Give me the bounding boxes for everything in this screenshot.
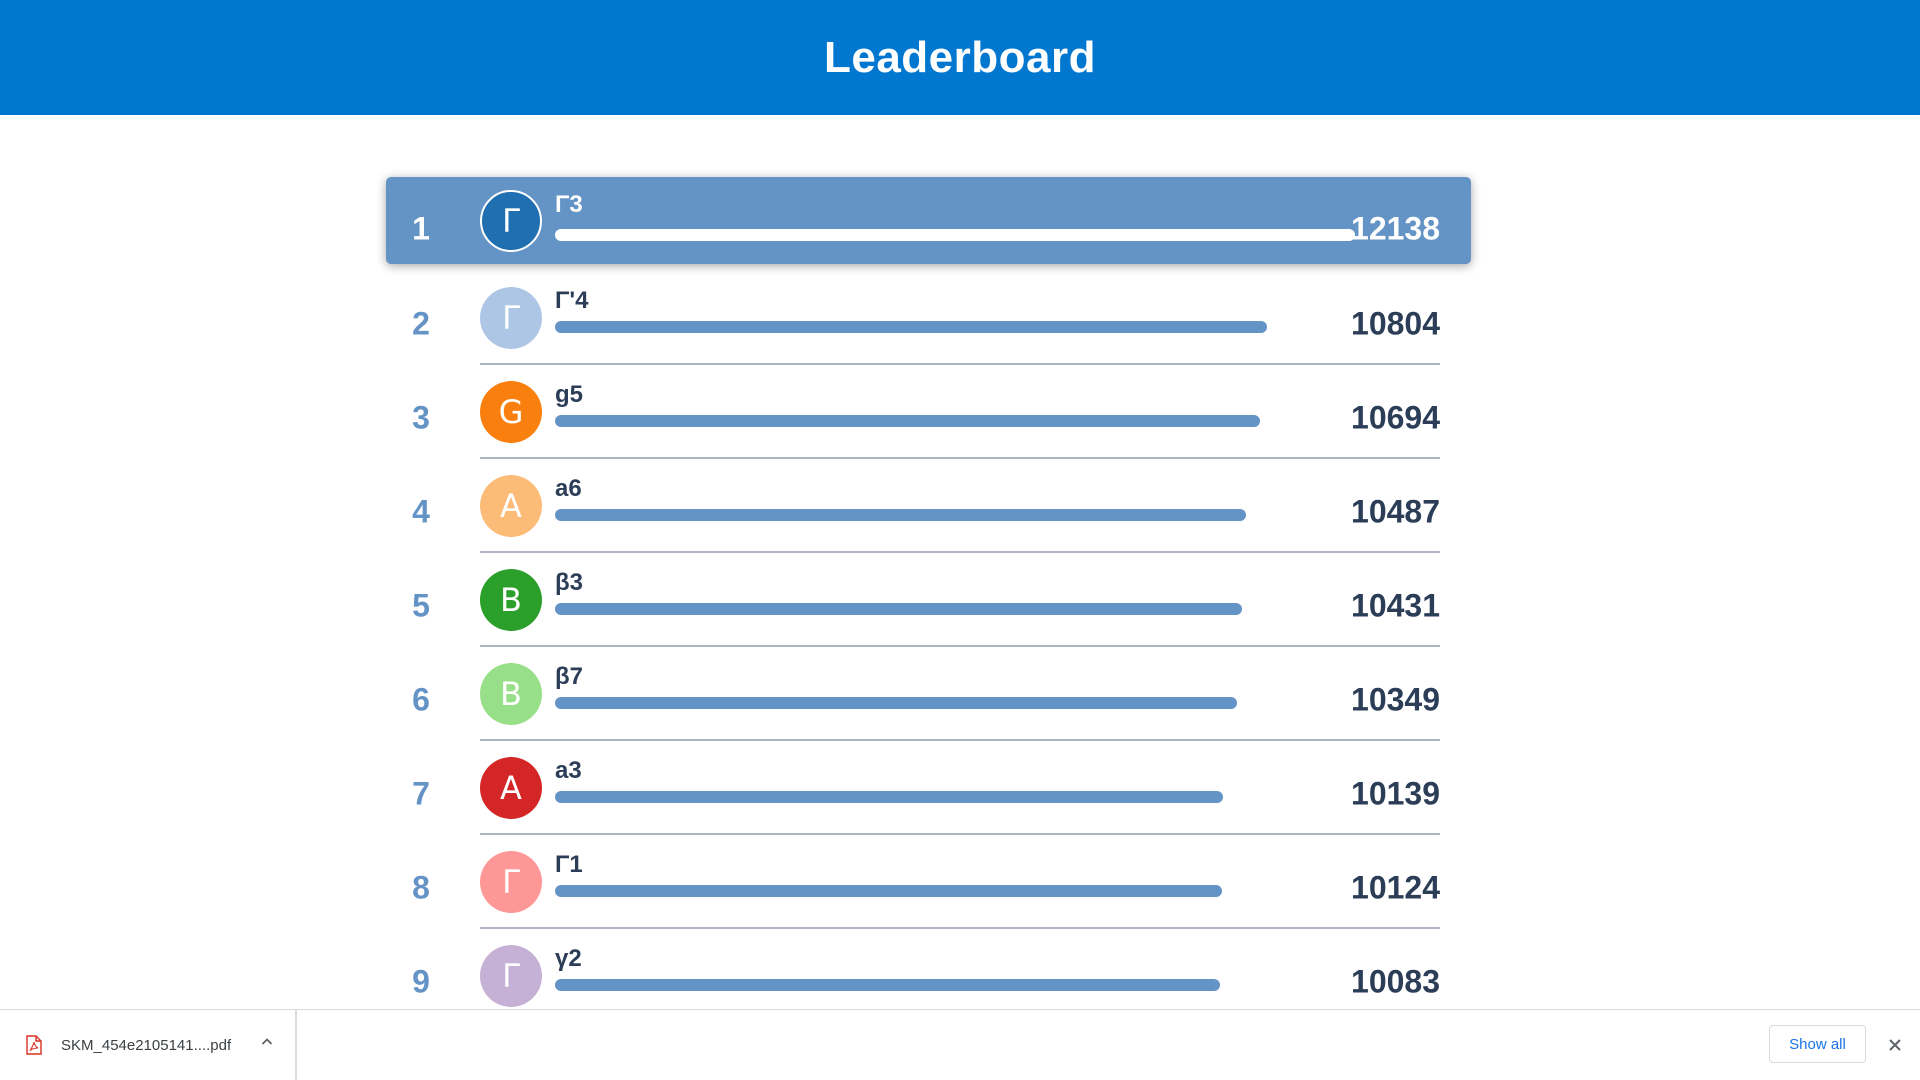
page-title: Leaderboard xyxy=(823,32,1096,82)
score-bar xyxy=(555,509,1247,521)
score-bar-track xyxy=(555,321,1355,333)
player-name: a6 xyxy=(555,475,582,502)
player-score: 10124 xyxy=(1351,869,1440,906)
score-bar xyxy=(555,415,1260,427)
row-divider xyxy=(480,457,1440,459)
player-name: Γ3 xyxy=(555,191,583,218)
player-name: a3 xyxy=(555,757,582,784)
rank-number: 3 xyxy=(412,399,430,436)
page-header: Leaderboard xyxy=(0,0,1920,115)
score-bar-track xyxy=(555,979,1355,991)
score-bar-track xyxy=(555,697,1355,709)
show-all-button[interactable]: Show all xyxy=(1769,1025,1866,1063)
row-divider xyxy=(480,739,1440,741)
player-name: γ2 xyxy=(555,945,582,972)
row-divider xyxy=(480,551,1440,553)
avatar: Γ xyxy=(480,287,542,349)
score-bar xyxy=(555,321,1267,333)
pdf-file-icon xyxy=(26,1035,42,1055)
row-divider xyxy=(480,833,1440,835)
player-score: 10804 xyxy=(1351,305,1440,342)
score-bar xyxy=(555,791,1223,803)
score-bar-track xyxy=(555,791,1355,803)
rank-number: 5 xyxy=(412,587,430,624)
player-score: 10139 xyxy=(1351,775,1440,812)
row-divider xyxy=(480,363,1440,365)
avatar: A xyxy=(480,475,542,537)
player-score: 10487 xyxy=(1351,493,1440,530)
player-score: 10083 xyxy=(1351,963,1440,1000)
leaderboard-row: 8 Γ Γ1 10124 xyxy=(386,835,1471,929)
player-name: Γ'4 xyxy=(555,287,589,314)
score-bar xyxy=(555,229,1355,241)
score-bar xyxy=(555,697,1238,709)
rank-number: 6 xyxy=(412,681,430,718)
avatar: Γ xyxy=(480,945,542,1007)
rank-number: 7 xyxy=(412,775,430,812)
rank-number: 4 xyxy=(412,493,430,530)
score-bar xyxy=(555,979,1220,991)
avatar: Γ xyxy=(480,189,542,252)
score-bar-track xyxy=(555,509,1355,521)
avatar: G xyxy=(480,381,542,443)
score-bar-track xyxy=(555,885,1355,897)
score-bar xyxy=(555,603,1243,615)
player-score: 10431 xyxy=(1351,587,1440,624)
row-divider xyxy=(480,927,1440,929)
player-name: g5 xyxy=(555,381,584,408)
avatar: A xyxy=(480,757,542,819)
score-bar-track xyxy=(555,229,1355,241)
download-bar: SKM_454e2105141....pdf Show all xyxy=(0,1009,1920,1080)
rank-number: 9 xyxy=(412,963,430,1000)
player-name: Γ1 xyxy=(555,851,583,878)
avatar: Γ xyxy=(480,851,542,913)
player-name: β3 xyxy=(555,569,583,596)
row-divider xyxy=(480,645,1440,647)
player-score: 12138 xyxy=(1351,210,1440,246)
rank-number: 1 xyxy=(412,210,430,246)
player-score: 10349 xyxy=(1351,681,1440,718)
download-file-name: SKM_454e2105141....pdf xyxy=(61,1037,232,1054)
avatar: B xyxy=(480,569,542,631)
leaderboard-row: 2 Γ Γ'4 10804 xyxy=(386,271,1471,365)
score-bar xyxy=(555,885,1223,897)
player-name: β7 xyxy=(555,663,583,690)
chevron-up-icon[interactable] xyxy=(259,1034,275,1050)
download-item[interactable]: SKM_454e2105141....pdf xyxy=(0,1010,297,1080)
avatar: B xyxy=(480,663,542,725)
score-bar-track xyxy=(555,415,1355,427)
rank-number: 8 xyxy=(412,869,430,906)
close-icon[interactable] xyxy=(1884,1034,1906,1056)
score-bar-track xyxy=(555,603,1355,615)
player-score: 10694 xyxy=(1351,399,1440,436)
rank-number: 2 xyxy=(412,305,430,342)
leaderboard-row: 1 Γ Γ3 12138 xyxy=(386,177,1471,264)
